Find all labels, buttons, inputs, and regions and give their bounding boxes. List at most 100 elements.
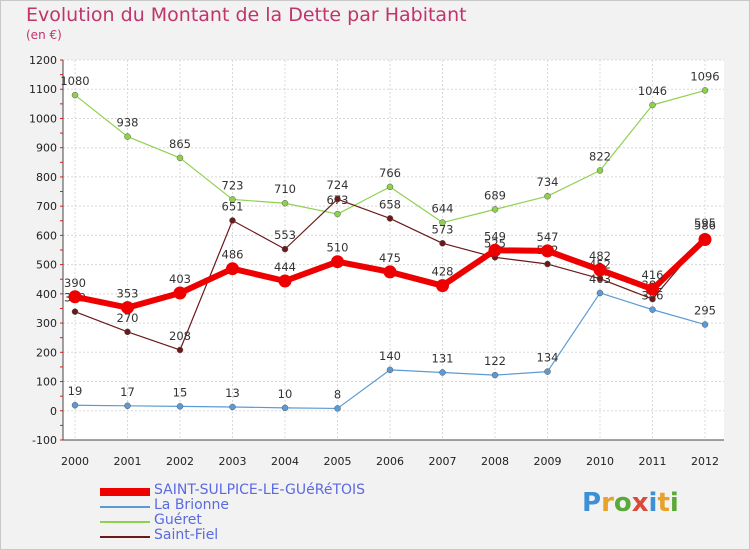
x-tick-label: 2003 [219, 455, 247, 468]
x-tick-label: 2011 [639, 455, 667, 468]
y-tick-label: 0 [50, 405, 57, 418]
data-point [226, 262, 239, 276]
data-point [331, 255, 344, 269]
data-point [229, 196, 236, 203]
x-tick-label: 2001 [114, 455, 142, 468]
data-point [124, 133, 131, 140]
data-label: 766 [379, 166, 401, 180]
chart-title: Evolution du Montant de la Dette par Hab… [26, 4, 467, 26]
data-label: 295 [694, 304, 716, 318]
data-point [173, 286, 187, 300]
y-tick-label: 400 [36, 288, 57, 301]
data-label: 19 [68, 384, 83, 398]
x-tick-label: 2012 [691, 455, 719, 468]
x-tick-label: 2000 [61, 455, 89, 468]
data-label: 865 [169, 137, 191, 151]
data-point [281, 199, 289, 207]
data-label: 724 [327, 178, 349, 192]
legend-label: La Brionne [154, 497, 230, 513]
legend-label: Saint-Fiel [154, 527, 219, 543]
data-label: 208 [169, 329, 191, 343]
data-point [334, 405, 341, 412]
data-label: 644 [432, 202, 454, 216]
y-tick-label: -100 [32, 434, 57, 447]
data-label: 15 [173, 385, 188, 399]
x-tick-label: 2004 [271, 455, 299, 468]
y-tick-label: 600 [36, 229, 57, 242]
y-tick-label: 1000 [29, 112, 57, 125]
legend-swatch [100, 536, 150, 538]
data-label: 723 [222, 178, 244, 192]
data-point [386, 366, 394, 374]
legend-swatch [100, 521, 150, 523]
data-point [386, 215, 394, 222]
data-point [596, 275, 604, 282]
data-label: 428 [432, 265, 454, 279]
legend-swatch [100, 488, 150, 496]
data-label: 17 [120, 385, 135, 399]
data-point [544, 260, 551, 268]
x-tick-label: 2007 [429, 455, 457, 468]
data-point [701, 87, 709, 94]
data-label: 525 [484, 236, 506, 250]
data-label: 658 [379, 197, 401, 211]
data-point [544, 368, 551, 375]
data-point [229, 217, 236, 224]
data-point [229, 403, 236, 411]
data-point [176, 346, 184, 354]
data-point [488, 243, 502, 257]
data-point [278, 274, 292, 288]
data-label: 547 [537, 230, 559, 244]
data-label: 689 [484, 188, 506, 202]
data-point [281, 245, 289, 253]
legend-label: SAINT-SULPICE-LE-GUéRéTOIS [154, 482, 366, 498]
data-point [649, 295, 656, 303]
data-point [71, 308, 79, 315]
data-point [121, 301, 134, 315]
y-tick-label: 800 [36, 171, 57, 184]
data-label: 390 [64, 276, 86, 290]
data-point [176, 154, 184, 162]
data-point [593, 263, 607, 277]
data-label: 822 [589, 149, 611, 163]
data-point [71, 401, 79, 409]
data-label: 13 [225, 386, 240, 400]
y-tick-label: 200 [36, 346, 57, 359]
data-label: 475 [379, 251, 401, 265]
data-point [596, 289, 604, 297]
data-point [649, 101, 656, 109]
data-point [439, 240, 446, 247]
data-point [596, 167, 604, 174]
y-tick-label: 300 [36, 317, 57, 330]
data-label: 403 [169, 272, 191, 286]
data-label: 353 [117, 287, 139, 301]
data-label: 651 [222, 199, 244, 213]
data-point [544, 192, 551, 200]
y-tick-label: 500 [36, 259, 57, 272]
data-point [383, 265, 397, 279]
data-label: 586 [694, 218, 716, 232]
data-point [124, 402, 131, 410]
data-label: 482 [589, 249, 611, 263]
data-label: 510 [327, 241, 349, 255]
data-point [436, 279, 449, 293]
y-tick-label: 900 [36, 142, 57, 155]
data-point [386, 183, 394, 191]
legend-swatch [100, 506, 150, 508]
unit-label: (en €) [26, 28, 62, 42]
data-label: 595 [694, 216, 716, 230]
data-point [176, 403, 184, 410]
data-label: 140 [379, 349, 401, 363]
data-label: 486 [222, 248, 244, 262]
data-point [439, 219, 446, 226]
x-tick-label: 2010 [586, 455, 614, 468]
data-point [701, 321, 709, 328]
data-label: 416 [642, 268, 664, 282]
data-label: 734 [537, 175, 559, 189]
data-point [649, 306, 656, 313]
data-point [541, 244, 554, 258]
plot-area [63, 60, 724, 440]
data-point [646, 282, 659, 296]
data-point [334, 195, 341, 203]
data-point [334, 210, 341, 218]
